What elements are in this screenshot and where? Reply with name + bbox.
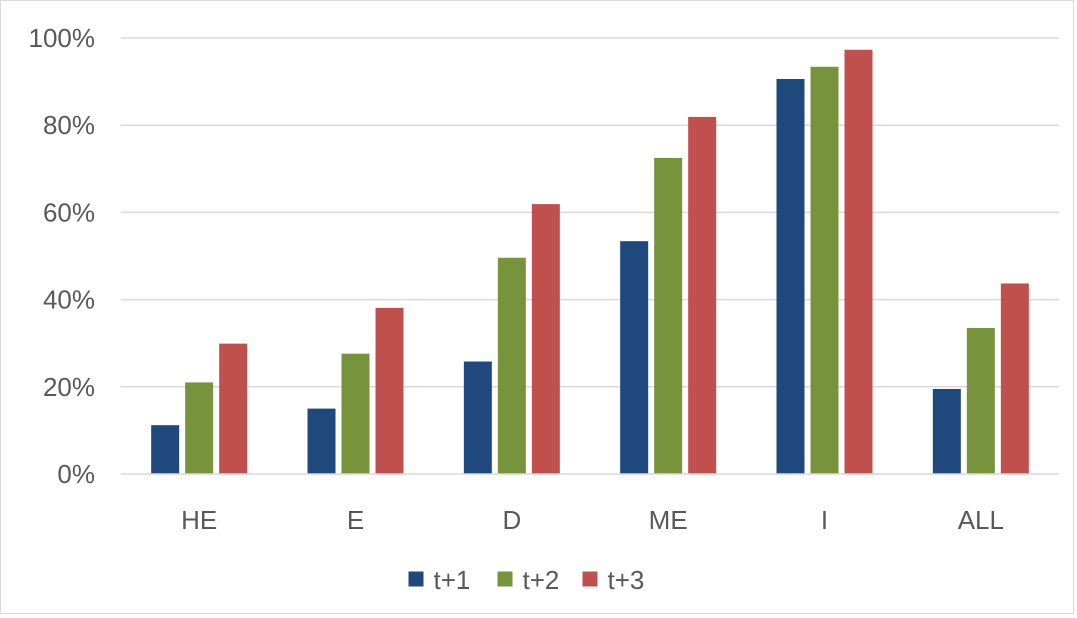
y-axis-ticks: 0% 20% 40% 60% 80% 100%	[29, 23, 96, 489]
bar-t+1-ME	[620, 241, 649, 474]
x-tick-label: HE	[181, 505, 217, 535]
bar-t+1-ALL	[932, 388, 961, 474]
y-tick-label: 40%	[43, 285, 95, 315]
bar-t+3-ALL	[1000, 283, 1029, 474]
bar-t+1-E	[307, 408, 336, 474]
bar-t+1-I	[776, 78, 805, 474]
y-tick-label: 0%	[57, 459, 95, 489]
bar-t+2-ALL	[966, 327, 995, 474]
bar-t+3-HE	[219, 343, 248, 474]
gridlines	[121, 37, 1059, 388]
bar-t+1-D	[463, 361, 492, 474]
y-tick-label: 20%	[43, 372, 95, 402]
y-tick-label: 60%	[43, 197, 95, 227]
y-tick-label: 80%	[43, 110, 95, 140]
legend-swatch-t+2	[497, 571, 513, 587]
bar-t+3-E	[375, 307, 404, 474]
x-axis-ticks: HE E D ME I ALL	[181, 505, 1004, 535]
legend-label: t+3	[608, 565, 645, 595]
x-tick-label: ME	[649, 505, 688, 535]
legend: t+1 t+2 t+3	[408, 565, 645, 595]
bar-t+3-ME	[688, 116, 717, 474]
bar-t+1-HE	[151, 425, 180, 474]
legend-label: t+2	[523, 565, 560, 595]
legend-swatch-t+1	[408, 571, 424, 587]
bar-t+2-E	[341, 353, 370, 474]
x-tick-label: D	[502, 505, 521, 535]
x-tick-label: E	[347, 505, 364, 535]
bar-t+2-D	[497, 257, 526, 474]
legend-swatch-t+3	[582, 571, 598, 587]
x-tick-label: ALL	[958, 505, 1004, 535]
bar-t+2-HE	[185, 382, 214, 474]
bars	[151, 49, 1029, 474]
x-tick-label: I	[821, 505, 828, 535]
bar-t+3-I	[844, 49, 873, 474]
bar-t+2-I	[810, 66, 839, 474]
y-tick-label: 100%	[29, 23, 96, 53]
legend-label: t+1	[434, 565, 471, 595]
bar-t+3-D	[531, 204, 560, 474]
bar-t+2-ME	[654, 157, 683, 474]
